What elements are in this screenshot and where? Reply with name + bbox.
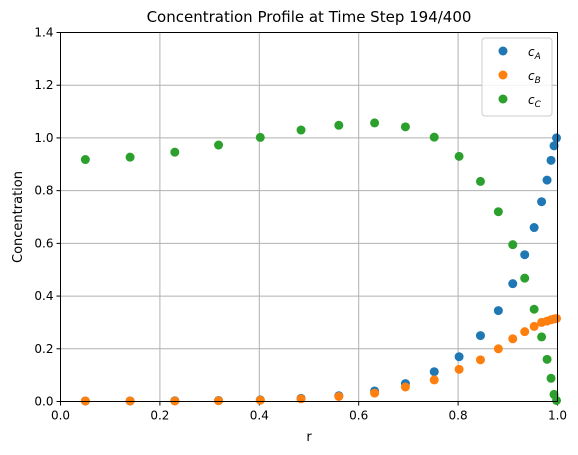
- data-point-c-c: [546, 373, 556, 383]
- data-point-c-b: [475, 355, 485, 365]
- data-point-c-b: [214, 396, 224, 406]
- x-axis-label: r: [306, 430, 312, 445]
- data-points: [80, 118, 562, 406]
- plot-area-frame: [60, 32, 558, 402]
- chart-title: Concentration Profile at Time Step 194/4…: [147, 8, 472, 26]
- data-point-c-c: [552, 395, 562, 405]
- y-tick-label: 0.4: [34, 289, 53, 303]
- data-point-c-c: [370, 118, 380, 128]
- data-point-c-a: [537, 197, 547, 207]
- x-tick-label: 0.0: [51, 409, 70, 423]
- y-tick-label: 1.0: [34, 131, 53, 145]
- y-tick-label: 1.4: [34, 26, 53, 40]
- data-point-c-a: [454, 352, 464, 362]
- data-point-c-a: [475, 331, 485, 341]
- data-point-c-b: [80, 396, 90, 406]
- data-point-c-c: [542, 354, 552, 364]
- y-tick-label: 0.0: [34, 395, 53, 409]
- y-tick-label: 1.2: [34, 78, 53, 92]
- data-point-c-b: [125, 396, 135, 406]
- data-point-c-c: [296, 125, 306, 135]
- legend: cA cB cC: [481, 37, 553, 117]
- data-point-c-b: [429, 375, 439, 385]
- data-point-c-c: [170, 147, 180, 157]
- legend-marker-c-c: [498, 94, 508, 104]
- data-point-c-b: [493, 344, 503, 354]
- data-point-c-b: [454, 364, 464, 374]
- y-tick-label: 0.8: [34, 184, 53, 198]
- x-tick-label: 0.4: [250, 409, 269, 423]
- data-point-c-c: [493, 207, 503, 217]
- data-point-c-c: [429, 132, 439, 142]
- data-point-c-b: [508, 334, 518, 344]
- data-point-c-b: [296, 394, 306, 404]
- x-tick-label: 0.8: [449, 409, 468, 423]
- data-point-c-a: [520, 250, 530, 260]
- data-point-c-c: [400, 122, 410, 132]
- data-point-c-c: [454, 151, 464, 161]
- data-point-c-c: [255, 132, 265, 142]
- x-tick-label: 1.0: [548, 409, 567, 423]
- data-point-c-b: [255, 395, 265, 405]
- data-point-c-c: [520, 273, 530, 283]
- data-point-c-c: [125, 152, 135, 162]
- y-axis-label: Concentration: [11, 171, 26, 263]
- data-point-c-a: [529, 223, 539, 233]
- data-point-c-a: [493, 306, 503, 316]
- legend-marker-c-a: [498, 46, 508, 56]
- legend-marker-c-b: [498, 70, 508, 80]
- x-tick-label: 0.2: [150, 409, 169, 423]
- data-point-c-b: [400, 382, 410, 392]
- data-point-c-b: [520, 327, 530, 337]
- data-point-c-b: [529, 321, 539, 331]
- legend-box: [481, 37, 553, 117]
- data-point-c-a: [542, 175, 552, 185]
- data-point-c-b: [552, 313, 562, 323]
- data-point-c-a: [546, 155, 556, 165]
- data-point-c-a: [429, 367, 439, 377]
- data-point-c-b: [334, 391, 344, 401]
- data-point-c-c: [214, 140, 224, 150]
- data-point-c-a: [552, 133, 562, 143]
- data-point-c-c: [80, 155, 90, 165]
- data-point-c-c: [508, 240, 518, 250]
- data-point-c-c: [475, 176, 485, 186]
- data-point-c-b: [370, 388, 380, 398]
- data-point-c-c: [529, 304, 539, 314]
- data-point-c-c: [334, 120, 344, 130]
- data-point-c-c: [537, 332, 547, 342]
- data-point-c-a: [508, 279, 518, 289]
- data-point-c-a: [549, 141, 559, 151]
- y-tick-label: 0.2: [34, 342, 53, 356]
- y-tick-label: 0.6: [34, 236, 53, 250]
- data-point-c-b: [170, 396, 180, 406]
- x-tick-label: 0.6: [349, 409, 368, 423]
